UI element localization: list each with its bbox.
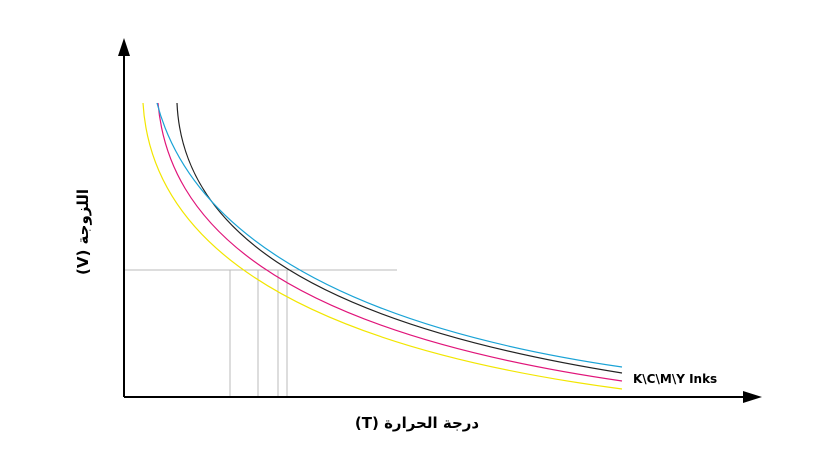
y-axis-label: اللزوجة (V) [74, 189, 92, 275]
yellow-curve [142, 102, 623, 390]
x-axis-arrow [743, 391, 762, 403]
black-curve [176, 102, 623, 374]
curves [142, 102, 623, 390]
x-axis-label: درجة الحرارة (T) [355, 414, 479, 432]
magenta-curve [157, 102, 623, 382]
curve-label: K\C\M\Y Inks [633, 372, 717, 386]
cyan-curve [156, 102, 623, 368]
axes [123, 52, 745, 398]
y-axis-arrow [118, 38, 130, 56]
guide-lines [124, 269, 397, 397]
